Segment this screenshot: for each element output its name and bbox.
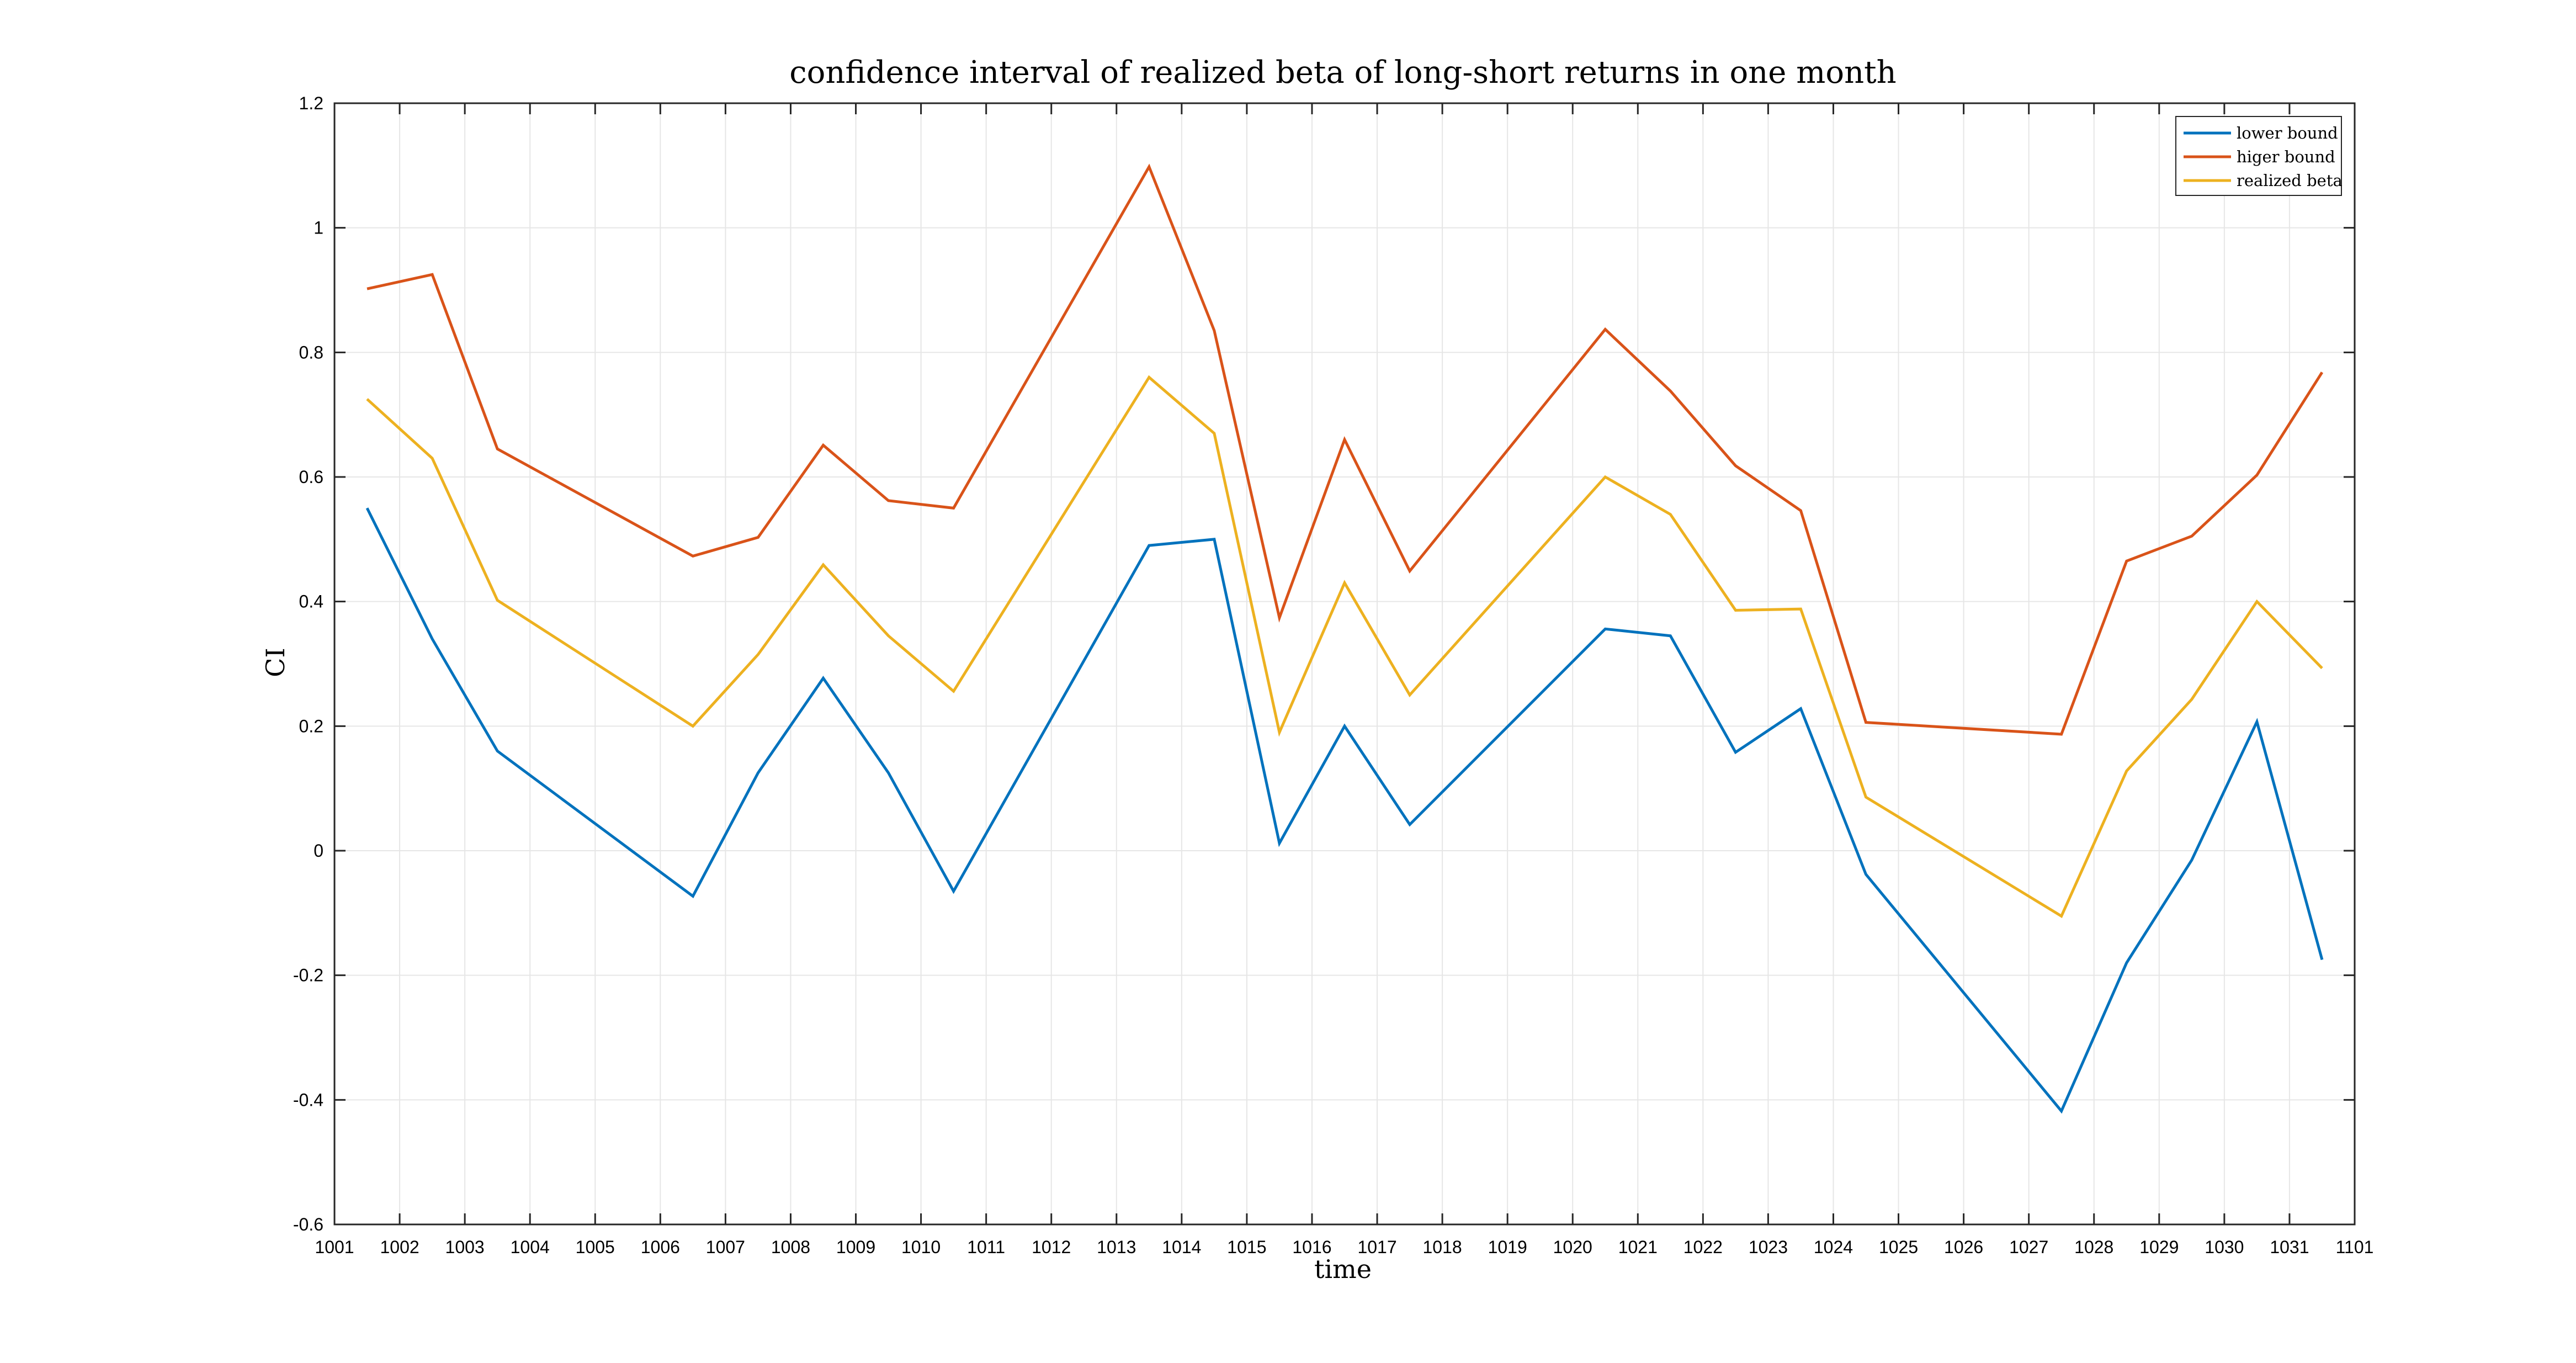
y-tick-label: 0.2 <box>299 716 323 736</box>
axes <box>333 102 2356 1226</box>
x-tick-label: 1027 <box>2009 1237 2048 1257</box>
y-tick-label: 1 <box>314 218 323 238</box>
x-tick-label: 1020 <box>1553 1237 1592 1257</box>
x-tick-label: 1006 <box>641 1237 680 1257</box>
x-tick-label: 1007 <box>706 1237 745 1257</box>
x-tick-label: 1011 <box>967 1237 1005 1257</box>
series-layer <box>365 163 2324 1114</box>
y-tick-label: -0.4 <box>293 1090 323 1110</box>
chart-title: confidence interval of realized beta of … <box>789 55 1896 91</box>
x-tick-label: 1030 <box>2205 1237 2244 1257</box>
x-tick-label: 1003 <box>445 1237 485 1257</box>
series-line-realized-beta <box>366 375 2323 919</box>
x-tick-label: 1019 <box>1488 1237 1527 1257</box>
y-tick-label: -0.2 <box>293 966 323 985</box>
y-tick-label: -0.6 <box>293 1214 323 1234</box>
series-line-lower-bound <box>365 507 2324 1114</box>
x-tick-label: 1024 <box>1814 1237 1853 1257</box>
x-axis-label: time <box>1314 1254 1372 1284</box>
x-tick-label: 1025 <box>1879 1237 1918 1257</box>
x-tick-label: 1008 <box>771 1237 810 1257</box>
y-tick-label: 0.6 <box>299 467 323 487</box>
x-tick-label: 1002 <box>380 1237 419 1257</box>
y-axis-label: CI <box>261 648 290 677</box>
x-tick-label: 1009 <box>836 1237 875 1257</box>
legend-label: higer bound <box>2237 147 2335 166</box>
x-tick-label: 1018 <box>1423 1237 1462 1257</box>
x-tick-label: 1012 <box>1032 1237 1071 1257</box>
x-axis-ticks: 1001 1002 1003 1004 1005 1006 1007 1008 1009 1010… <box>315 103 2373 1257</box>
x-tick-label: 1026 <box>1944 1237 1983 1257</box>
x-tick-label: 1015 <box>1227 1237 1266 1257</box>
y-tick-label: 0.4 <box>299 592 323 612</box>
x-tick-label: 1013 <box>1097 1237 1136 1257</box>
legend-label: realized beta <box>2237 171 2343 190</box>
grid-lines <box>334 103 2355 1225</box>
legend-label: lower bound <box>2237 124 2338 142</box>
x-tick-label: 1022 <box>1683 1237 1723 1257</box>
y-tick-label: 0 <box>314 841 323 861</box>
x-tick-label: 1101 <box>2336 1237 2374 1257</box>
x-tick-label: 1010 <box>901 1237 941 1257</box>
x-tick-label: 1017 <box>1357 1237 1396 1257</box>
x-tick-label: 1028 <box>2074 1237 2113 1257</box>
legend: lower bound higer bound realized beta <box>2175 116 2343 196</box>
axes-box <box>333 102 2356 1226</box>
x-tick-label: 1004 <box>511 1237 550 1257</box>
x-tick-label: 1023 <box>1749 1237 1788 1257</box>
y-tick-label: 1.2 <box>299 93 323 113</box>
x-tick-label: 1029 <box>2139 1237 2179 1257</box>
y-tick-label: 0.8 <box>299 342 323 362</box>
series-line-higer-bound <box>367 163 2324 736</box>
x-tick-label: 1001 <box>315 1237 354 1257</box>
y-axis-ticks: -0.6 -0.4 -0.2 0 0.2 0.4 0.6 0.8 1 1.2 <box>293 93 2355 1234</box>
x-tick-label: 1021 <box>1618 1237 1658 1257</box>
x-tick-label: 1014 <box>1162 1237 1201 1257</box>
x-tick-label: 1016 <box>1292 1237 1331 1257</box>
x-tick-label: 1005 <box>576 1237 615 1257</box>
x-tick-label: 1031 <box>2270 1237 2309 1257</box>
